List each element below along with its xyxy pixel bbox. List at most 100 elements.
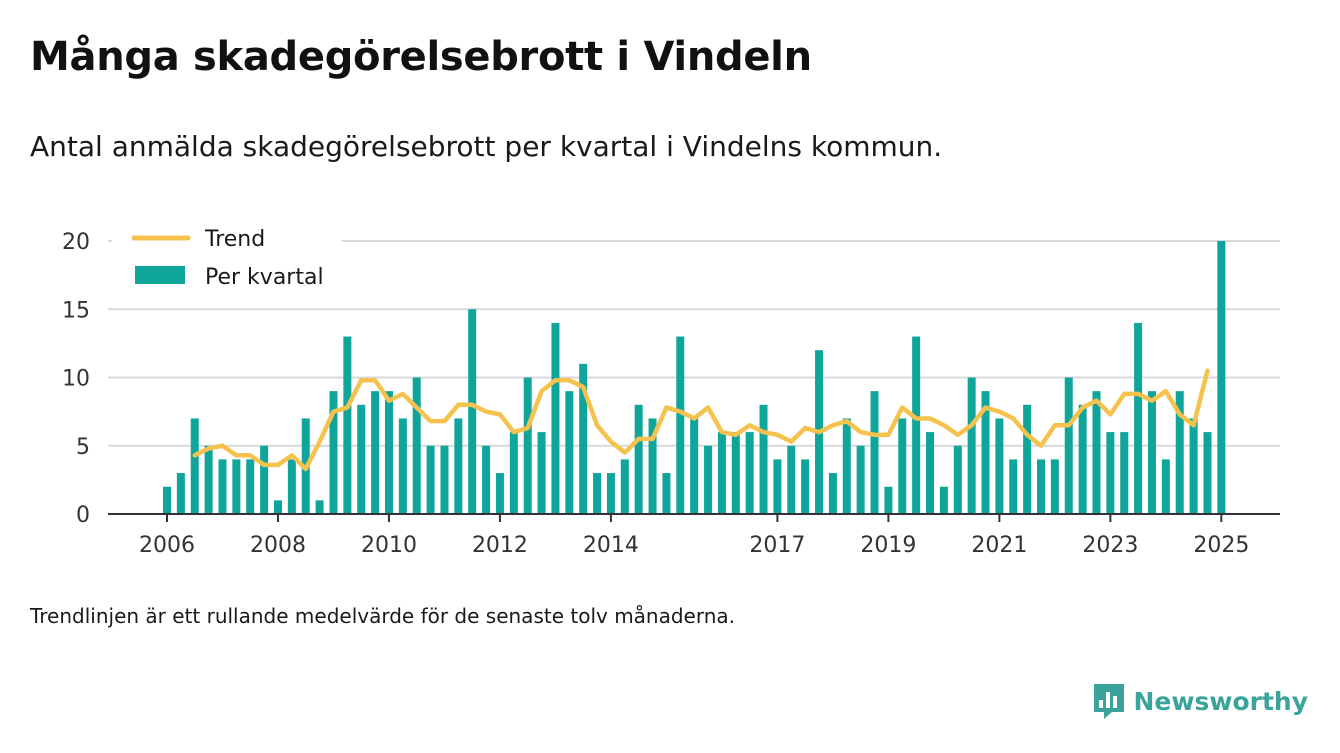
bar bbox=[884, 486, 893, 514]
bar bbox=[717, 432, 726, 514]
bar bbox=[1009, 459, 1018, 514]
bar bbox=[468, 309, 477, 514]
x-tick-label: 2010 bbox=[361, 533, 417, 558]
bar bbox=[1175, 391, 1184, 514]
bar bbox=[676, 336, 685, 514]
bar bbox=[620, 459, 629, 514]
y-tick-label: 15 bbox=[62, 298, 90, 323]
chart-subtitle: Antal anmälda skadegörelsebrott per kvar… bbox=[30, 130, 943, 163]
bar bbox=[704, 445, 713, 514]
bar bbox=[870, 391, 879, 514]
bar bbox=[509, 432, 518, 514]
newsworthy-logo-icon bbox=[1093, 684, 1124, 719]
bar bbox=[773, 459, 782, 514]
legend-trend-label: Trend bbox=[204, 227, 265, 252]
bar bbox=[648, 418, 657, 514]
y-tick-label: 10 bbox=[62, 367, 90, 392]
bar bbox=[495, 473, 504, 514]
legend-bar-swatch bbox=[135, 266, 185, 284]
bar bbox=[329, 391, 338, 514]
bar bbox=[232, 459, 241, 514]
bar bbox=[1078, 404, 1087, 514]
bar bbox=[593, 473, 602, 514]
x-tick-label: 2008 bbox=[250, 533, 306, 558]
y-tick-label: 5 bbox=[76, 435, 90, 460]
bar bbox=[176, 473, 185, 514]
bar bbox=[898, 418, 907, 514]
bar bbox=[1217, 241, 1226, 514]
bar bbox=[384, 391, 393, 514]
bar bbox=[1092, 391, 1101, 514]
chart-footnote: Trendlinjen är ett rullande medelvärde f… bbox=[30, 604, 736, 628]
bar bbox=[204, 445, 213, 514]
bar bbox=[218, 459, 227, 514]
bar bbox=[1189, 418, 1198, 514]
bar bbox=[856, 445, 865, 514]
bar bbox=[953, 445, 962, 514]
y-tick-label: 0 bbox=[76, 503, 90, 528]
bar bbox=[482, 445, 491, 514]
y-tick-label: 20 bbox=[62, 230, 90, 255]
bar bbox=[565, 391, 574, 514]
bar bbox=[745, 432, 754, 514]
x-tick-label: 2006 bbox=[139, 533, 195, 558]
chart-area: 0 5 10 15 20 2006 2008 2010 2012 2014 2017 2019 2021… bbox=[62, 222, 1280, 558]
x-tick-label: 2021 bbox=[971, 533, 1027, 558]
bar bbox=[1023, 404, 1032, 514]
bar bbox=[606, 473, 615, 514]
bar bbox=[190, 418, 199, 514]
bar bbox=[690, 418, 699, 514]
bar bbox=[440, 445, 449, 514]
bar bbox=[731, 432, 740, 514]
bar bbox=[398, 418, 407, 514]
bar bbox=[579, 363, 588, 514]
x-tick-label: 2014 bbox=[583, 533, 639, 558]
bar bbox=[1037, 459, 1045, 514]
chart-title: Många skadegörelsebrott i Vindeln bbox=[30, 34, 812, 80]
legend-bar-label: Per kvartal bbox=[205, 265, 324, 290]
bar bbox=[939, 486, 948, 514]
brand-name: Newsworthy bbox=[1133, 686, 1309, 716]
bar bbox=[634, 404, 643, 514]
bar bbox=[412, 377, 421, 514]
bar bbox=[260, 445, 269, 514]
bar bbox=[801, 459, 810, 514]
bar bbox=[1134, 322, 1143, 514]
x-tick-label: 2012 bbox=[472, 533, 528, 558]
bar bbox=[454, 418, 463, 514]
bar bbox=[1120, 432, 1129, 514]
bar bbox=[1147, 391, 1156, 514]
bar bbox=[912, 336, 921, 514]
bar bbox=[759, 404, 768, 514]
newsworthy-logo[interactable]: Newsworthy bbox=[1092, 682, 1309, 720]
bar bbox=[926, 432, 935, 514]
bar bbox=[426, 445, 435, 514]
bar bbox=[787, 445, 796, 514]
bar bbox=[343, 336, 352, 514]
x-tick-label: 2019 bbox=[860, 533, 916, 558]
bar bbox=[551, 322, 560, 514]
bar bbox=[287, 459, 296, 514]
bar bbox=[1064, 377, 1073, 514]
bar bbox=[523, 377, 532, 514]
bar bbox=[1161, 459, 1170, 514]
bar bbox=[273, 500, 282, 514]
bar bbox=[842, 418, 851, 514]
bar bbox=[163, 486, 171, 514]
trend-line-group bbox=[192, 368, 1210, 472]
x-tick-label: 2025 bbox=[1193, 533, 1249, 558]
bar bbox=[1106, 432, 1115, 514]
x-tick-label: 2023 bbox=[1082, 533, 1138, 558]
bar bbox=[1203, 432, 1212, 514]
bar bbox=[828, 473, 837, 514]
bar bbox=[1050, 459, 1059, 514]
bar bbox=[357, 404, 366, 514]
bar bbox=[981, 391, 990, 514]
bar bbox=[315, 500, 324, 514]
bar bbox=[537, 432, 546, 514]
bar bbox=[246, 459, 255, 514]
x-tick-label: 2017 bbox=[749, 533, 805, 558]
axes: 0 5 10 15 20 2006 2008 2010 2012 2014 2017 2019 2021… bbox=[62, 230, 1280, 558]
legend: Trend Per kvartal bbox=[112, 222, 342, 300]
bar bbox=[371, 391, 380, 514]
